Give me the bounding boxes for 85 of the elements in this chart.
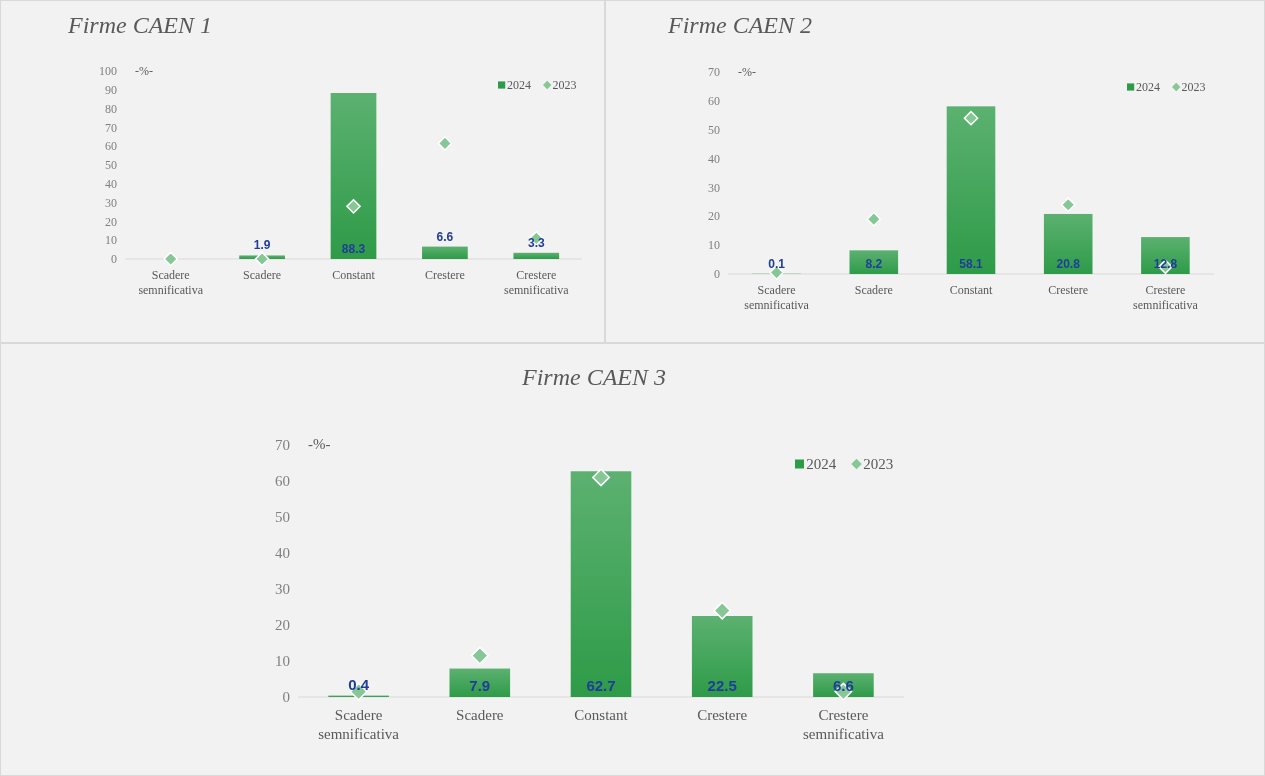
y-axis-title: -%-: [308, 436, 331, 452]
x-tick-label: Constant: [949, 283, 993, 297]
y-tick-label: 10: [708, 238, 720, 253]
point: [963, 110, 979, 126]
y-tick-label: 60: [105, 139, 117, 154]
data-label: 58.1: [959, 257, 983, 271]
point: [592, 468, 610, 487]
data-label: 0.1: [768, 256, 786, 271]
y-tick-label: 70: [105, 120, 117, 135]
data-label: 6.6: [436, 229, 454, 244]
x-tick-label: Constant: [332, 268, 376, 282]
data-label: 7.9: [469, 677, 491, 694]
y-tick-label: 0: [111, 252, 117, 267]
y-axis-title: -%-: [135, 64, 153, 78]
x-tick-label: Constant: [574, 707, 629, 723]
legend-label: 2023: [863, 456, 894, 473]
legend-label: 2024: [507, 78, 531, 93]
data-label: 20.8: [1056, 257, 1081, 271]
point: [254, 251, 270, 267]
y-tick-label: 30: [275, 581, 290, 598]
y-tick-label: 100: [99, 64, 117, 79]
y-tick-label: 20: [275, 617, 290, 634]
data-label: 0.4: [348, 675, 370, 693]
y-tick-label: 40: [105, 177, 117, 191]
y-tick-label: 20: [708, 209, 720, 224]
y-tick-label: 50: [275, 509, 290, 526]
y-tick-label: 30: [105, 195, 117, 210]
data-label: 8.2: [865, 257, 883, 271]
x-tick-label: Scadere: [854, 283, 893, 297]
chart-title: Firme CAEN 3: [521, 364, 666, 390]
bar: [570, 471, 632, 697]
chart-title: Firme CAEN 1: [67, 12, 212, 38]
y-tick-label: 60: [708, 94, 720, 109]
bar: [422, 246, 468, 259]
y-tick-label: 70: [275, 437, 290, 454]
point: [1060, 197, 1076, 213]
data-label: 22.5: [707, 677, 737, 694]
y-tick-label: 50: [105, 158, 117, 173]
y-tick-label: 80: [105, 101, 117, 116]
legend-label: 2024: [1136, 80, 1160, 95]
chart-title: Firme CAEN 2: [667, 12, 812, 38]
y-tick-label: 90: [105, 83, 117, 97]
x-tick-label: Crestere: [424, 268, 465, 282]
y-tick-label: 0: [714, 267, 720, 282]
data-label: 3.3: [527, 235, 545, 250]
x-tick-label: Crestere semnificativa: [503, 268, 570, 297]
x-tick-label: Crestere: [697, 707, 748, 723]
point: [470, 646, 489, 665]
bar: [330, 93, 377, 259]
x-tick-label: Crestere semnificativa: [802, 707, 885, 742]
data-label: 1.9: [253, 238, 271, 253]
bar: [849, 250, 899, 274]
bar: [513, 252, 560, 259]
y-tick-label: 10: [105, 233, 117, 248]
y-tick-label: 20: [105, 214, 117, 229]
point: [866, 211, 882, 227]
y-tick-label: 40: [275, 545, 290, 562]
bar: [691, 616, 753, 697]
x-tick-label: Crestere semnificativa: [1133, 283, 1199, 312]
y-tick-label: 0: [282, 689, 290, 706]
bar: [1043, 213, 1093, 274]
y-tick-label: 50: [708, 122, 720, 137]
x-tick-label: Crestere: [1048, 283, 1089, 297]
y-tick-label: 60: [275, 473, 290, 490]
data-label: 62.7: [586, 677, 616, 694]
y-tick-label: 70: [708, 65, 720, 80]
legend-label: 2024: [806, 456, 837, 473]
x-tick-label: Scadere: [456, 707, 504, 723]
legend-label: 2023: [1181, 80, 1206, 95]
point: [713, 601, 732, 620]
data-label: 88.3: [341, 242, 366, 256]
x-tick-label: Scadere semnificativa: [138, 268, 204, 297]
x-tick-label: Scadere semnificativa: [744, 283, 810, 312]
legend-label: 2023: [552, 78, 577, 93]
bar: [946, 106, 996, 274]
bar: [449, 668, 511, 697]
point: [163, 251, 179, 267]
x-tick-label: Scadere semnificativa: [318, 707, 400, 742]
point: [437, 136, 453, 151]
point: [346, 199, 361, 214]
y-tick-label: 30: [708, 180, 720, 195]
y-tick-label: 40: [708, 151, 720, 166]
x-tick-label: Scadere: [243, 268, 282, 282]
y-tick-label: 10: [275, 653, 290, 670]
y-axis-title: -%-: [738, 65, 756, 79]
